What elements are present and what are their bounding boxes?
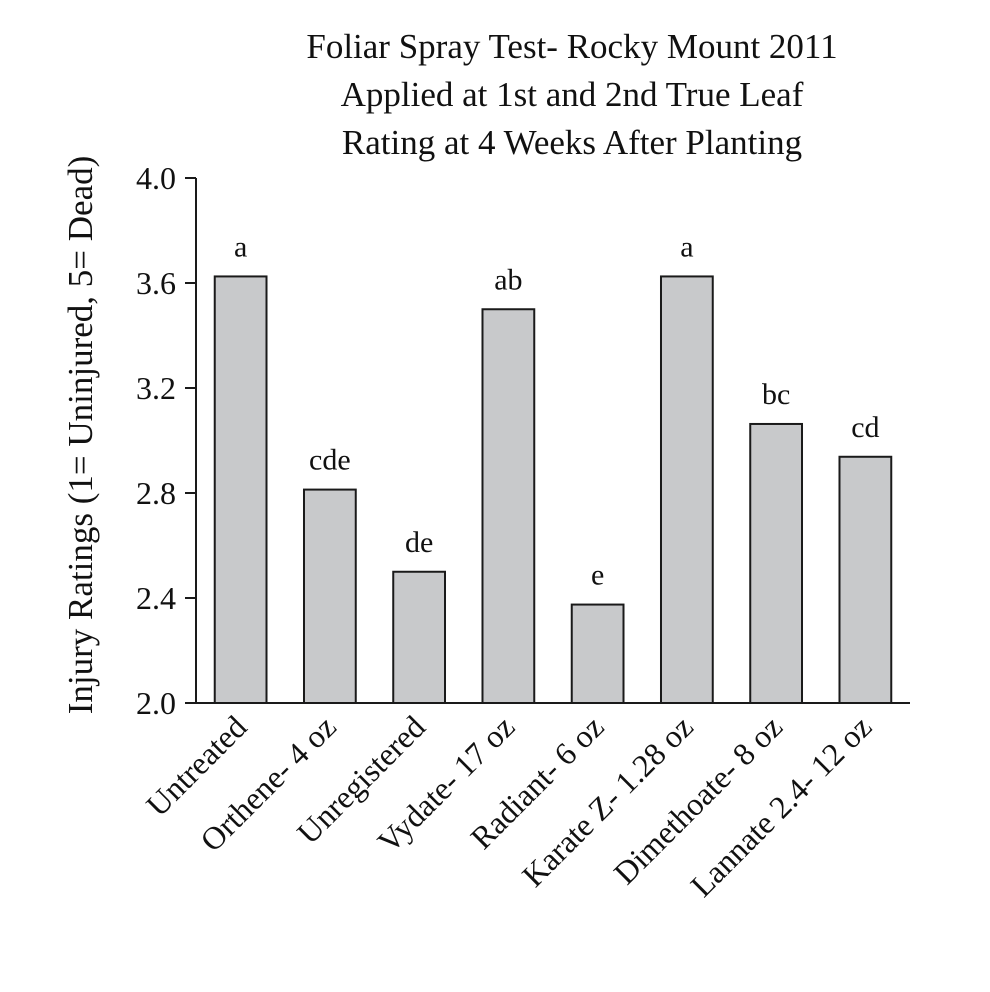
y-tick-label: 2.0 (136, 685, 176, 721)
significance-letter: a (680, 230, 693, 263)
y-axis: 2.0 2.4 2.8 3.2 3.6 4.0 (136, 160, 197, 721)
bar (659, 275, 714, 704)
y-tick-label: 2.8 (136, 475, 176, 511)
bar (570, 603, 625, 704)
bar (302, 488, 357, 704)
significance-letter: a (234, 230, 247, 263)
significance-letter: bc (762, 378, 790, 411)
y-tick-label: 4.0 (136, 160, 176, 196)
significance-letter: cd (851, 411, 879, 444)
title-line-3: Rating at 4 Weeks After Planting (342, 123, 802, 162)
title-line-1: Foliar Spray Test- Rocky Mount 2011 (306, 27, 837, 66)
significance-letter: cde (309, 444, 351, 477)
bar (749, 422, 804, 704)
bar (392, 570, 447, 704)
bars-group: a cde de ab e a bc cd (213, 230, 893, 704)
significance-letter: e (591, 559, 604, 592)
significance-letter: de (405, 526, 433, 559)
chart-title: Foliar Spray Test- Rocky Mount 2011 Appl… (306, 27, 837, 162)
bar (213, 275, 268, 704)
bar (838, 455, 893, 704)
significance-letter: ab (494, 263, 522, 296)
bar (481, 308, 536, 704)
title-line-2: Applied at 1st and 2nd True Leaf (341, 75, 804, 114)
y-tick-label: 3.2 (136, 370, 176, 406)
y-tick-label: 2.4 (136, 580, 176, 616)
y-axis-label: Injury Ratings (1= Uninjured, 5= Dead) (61, 156, 100, 715)
y-tick-label: 3.6 (136, 265, 176, 301)
